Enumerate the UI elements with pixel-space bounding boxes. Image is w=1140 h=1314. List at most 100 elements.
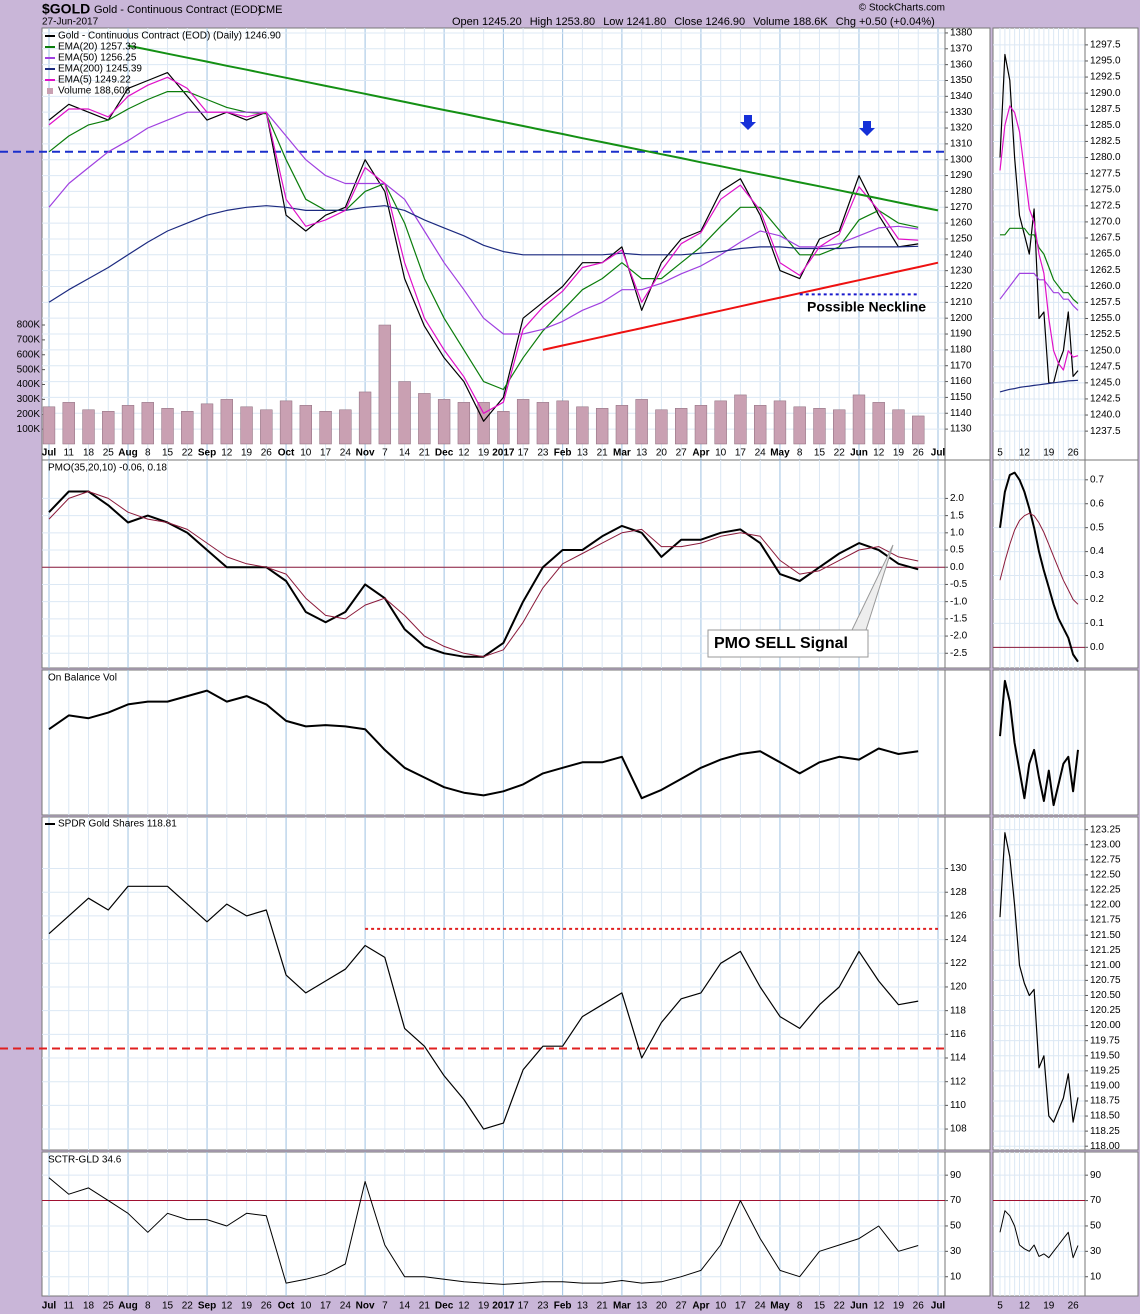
quote-item: High 1253.80 — [530, 16, 595, 28]
volume-bar — [279, 400, 293, 445]
quote-item: Volume 188.6K — [753, 16, 828, 28]
y-tick-label: 120.75 — [1090, 975, 1121, 986]
symbol: $GOLD — [42, 1, 90, 17]
y-tick-label: 1200 — [950, 313, 973, 324]
x-tick-label: 12 — [1019, 1301, 1031, 1312]
y-tick-label: 1290.0 — [1090, 88, 1121, 99]
y-tick-label: 1242.5 — [1090, 394, 1121, 405]
volume-bar — [358, 391, 372, 445]
y-tick-label: 1262.5 — [1090, 265, 1121, 276]
y-tick-label: 118.50 — [1090, 1111, 1120, 1122]
y-tick-label: 0.5 — [1090, 522, 1104, 533]
y-tick-label: 120.50 — [1090, 990, 1121, 1001]
x-tick-label: Jul — [931, 448, 946, 459]
legend-label: EMA(50) 1256.25 — [58, 53, 137, 64]
y-tick-label: 1255.0 — [1090, 313, 1121, 324]
annotation-box — [707, 629, 869, 658]
y-tick-label: 122.50 — [1090, 870, 1121, 881]
y-tick-label: 1360 — [950, 59, 973, 70]
y2-tick-label: 600K — [17, 349, 41, 360]
y-tick-label: 1260 — [950, 218, 973, 229]
quote-item: Low 1241.80 — [603, 16, 666, 28]
y-tick-label: 1.5 — [950, 510, 964, 521]
x-tick-label: Aug — [118, 1301, 137, 1312]
y-tick-label: 1270 — [950, 202, 973, 213]
x-tick-label: Jul — [42, 448, 57, 459]
x-tick-label: 25 — [103, 448, 115, 459]
x-tick-label: 19 — [893, 1301, 905, 1312]
y-tick-label: 1275.0 — [1090, 184, 1121, 195]
legend-label: Gold - Continuous Contract (EOD) (Daily)… — [58, 31, 281, 42]
y-tick-label: 126 — [950, 911, 967, 922]
y-tick-label: 1270.0 — [1090, 217, 1121, 228]
x-tick-label: 13 — [636, 1301, 648, 1312]
volume-bar — [773, 400, 787, 445]
date: 27-Jun-2017 — [42, 17, 99, 28]
panel — [992, 816, 1139, 1151]
x-tick-label: 17 — [735, 1301, 747, 1312]
volume-bar — [161, 408, 174, 445]
x-tick-label: Aug — [118, 448, 137, 459]
y-tick-label: 1252.5 — [1090, 329, 1121, 340]
x-tick-label: Oct — [278, 448, 295, 459]
trend-line — [999, 105, 1079, 371]
x-tick-label: 19 — [1043, 1301, 1055, 1312]
x-tick-label: Sep — [198, 448, 216, 459]
volume-bar — [497, 411, 510, 445]
volume-bar — [181, 411, 194, 445]
y-tick-label: 1237.5 — [1090, 426, 1121, 437]
volume-bar — [319, 411, 332, 445]
exchange: CME — [258, 4, 282, 16]
x-tick-label: Jun — [850, 1301, 868, 1312]
x-tick-label: 22 — [834, 448, 846, 459]
x-tick-label: 13 — [577, 448, 589, 459]
y-tick-label: 110 — [950, 1100, 966, 1111]
legend-label: SPDR Gold Shares 118.81 — [58, 819, 177, 830]
y-tick-label: 122.00 — [1090, 900, 1121, 911]
y-tick-label: 0.4 — [1090, 546, 1104, 557]
y-tick-label: 1292.5 — [1090, 72, 1121, 83]
y-tick-label: 90 — [1090, 1170, 1102, 1181]
y-tick-label: 2.0 — [950, 493, 964, 504]
x-tick-label: Feb — [554, 1301, 572, 1312]
y-tick-label: 1280.0 — [1090, 152, 1121, 163]
y-tick-label: 1277.5 — [1090, 168, 1121, 179]
y-tick-label: 1150 — [950, 392, 972, 403]
x-tick-label: Dec — [435, 1301, 454, 1312]
x-tick-label: Jul — [42, 1301, 57, 1312]
volume-bar — [912, 415, 925, 445]
y-tick-label: 1130 — [950, 424, 972, 435]
y-tick-label: 1180 — [950, 345, 972, 356]
trend-line — [999, 272, 1079, 311]
y-tick-label: 1210 — [950, 297, 973, 308]
y-tick-label: -0.5 — [950, 579, 968, 590]
trend-line — [48, 689, 919, 800]
x-tick-label: Jun — [850, 448, 868, 459]
y-tick-label: 1240.0 — [1090, 410, 1121, 421]
y-tick-label: 122.25 — [1090, 885, 1121, 896]
x-tick-label: Nov — [356, 1301, 375, 1312]
volume-bar — [102, 411, 115, 445]
y-tick-label: 1230 — [950, 265, 973, 276]
volume-bar — [82, 409, 95, 445]
y-tick-label: -2.0 — [950, 631, 968, 642]
y-tick-label: 120.25 — [1090, 1005, 1121, 1016]
x-tick-label: Mar — [613, 1301, 631, 1312]
x-tick-label: 17 — [320, 1301, 332, 1312]
x-tick-label: 24 — [755, 1301, 767, 1312]
y-tick-label: 1140 — [950, 408, 972, 419]
y-tick-label: 0.7 — [1090, 474, 1104, 485]
y-tick-label: 0.0 — [950, 562, 964, 573]
x-tick-label: 10 — [300, 1301, 312, 1312]
y-tick-label: 120.00 — [1090, 1020, 1121, 1031]
x-tick-label: 8 — [145, 1301, 151, 1312]
quote: Open 1245.20 High 1253.80 Low 1241.80 Close… — [452, 16, 935, 28]
legend-label: Volume 188,608 — [58, 86, 131, 97]
y-tick-label: 1.0 — [950, 527, 964, 538]
y-tick-label: 10 — [950, 1271, 962, 1282]
series-line — [48, 72, 919, 422]
x-tick-label: 13 — [577, 1301, 589, 1312]
panel — [41, 27, 991, 461]
y-tick-label: 1247.5 — [1090, 361, 1121, 372]
